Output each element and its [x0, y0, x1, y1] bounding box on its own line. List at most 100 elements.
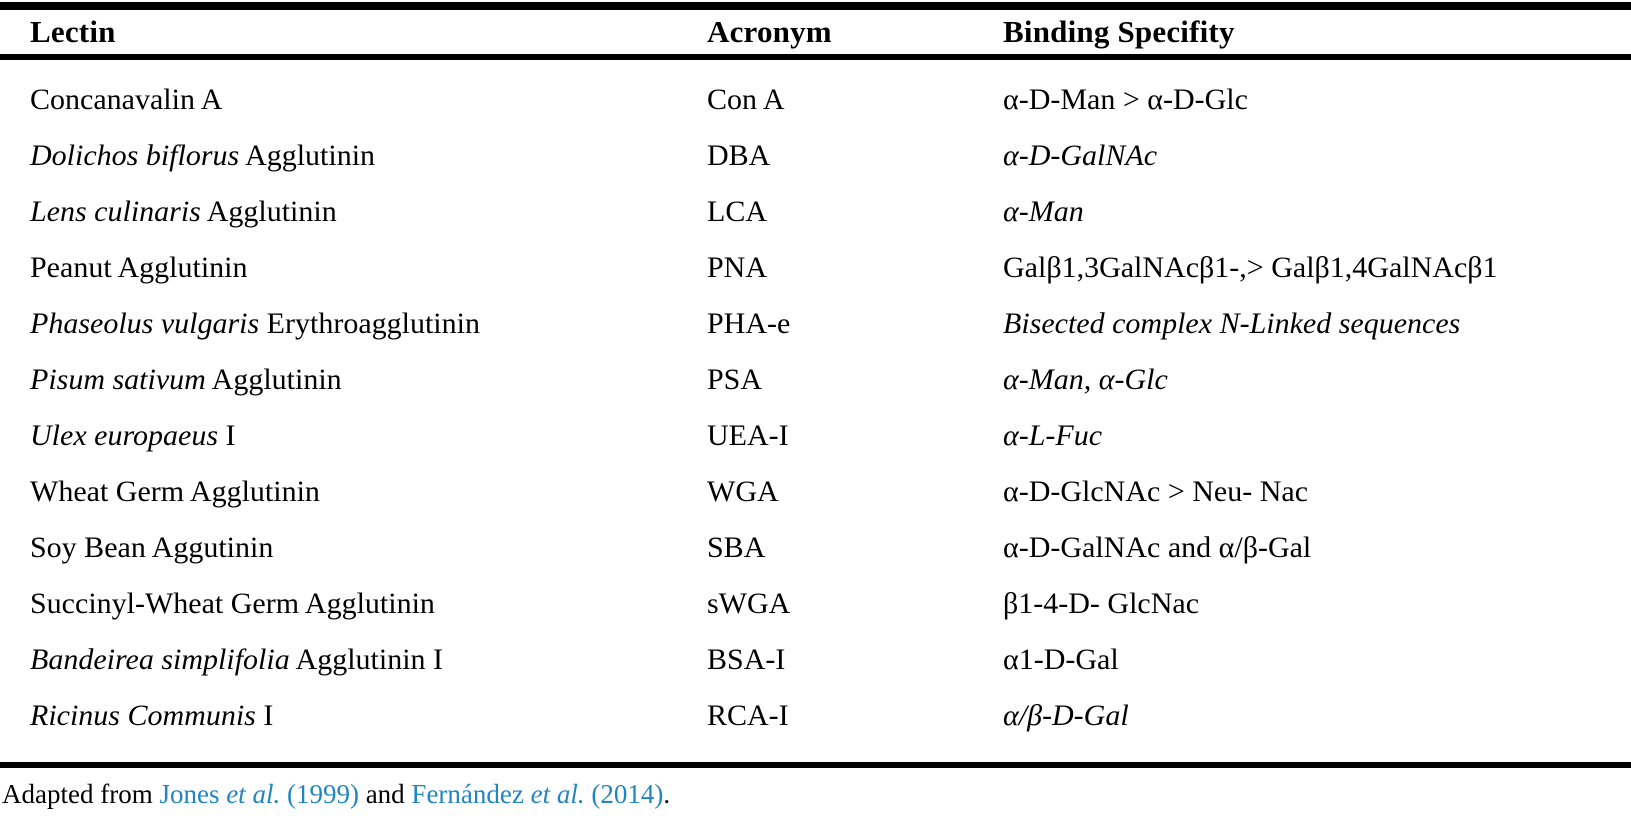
lectin-cell: Ricinus Communis I	[0, 699, 707, 733]
table-row: Dolichos biflorus Agglutinin DBA α-D-GalNA…	[0, 128, 1631, 184]
lectin-name-italic: Dolichos biflorus	[30, 139, 240, 172]
binding-specificity-cell: α/β-D-Gal	[1003, 699, 1631, 733]
table-row: Bandeirea simplifolia Agglutinin I BSA-I α…	[0, 632, 1631, 688]
header-acronym: Acronym	[707, 14, 832, 49]
table-row: Phaseolus vulgaris Erythroagglutinin PHA-…	[0, 296, 1631, 352]
table-row: Lens culinaris Agglutinin LCA α-Man	[0, 184, 1631, 240]
binding-specificity-roman: β1-4-D- GlcNac	[1003, 587, 1200, 620]
lectin-cell: Wheat Germ Agglutinin	[0, 475, 707, 509]
table-header-rule	[0, 54, 1631, 60]
acronym-cell: DBA	[707, 139, 771, 172]
lectin-name-roman: Agglutinin	[200, 195, 337, 228]
binding-specificity-cell: β1-4-D- GlcNac	[1003, 587, 1631, 621]
acronym-cell: WGA	[707, 475, 779, 508]
lectin-name-roman: Soy Bean Aggutinin	[30, 531, 274, 564]
binding-specificity-roman: Galβ1,3GalNAcβ1-,> Galβ1,4GalNAcβ1	[1003, 251, 1498, 284]
binding-specificity-roman: α-D-GalNAc and α/β-Gal	[1003, 531, 1312, 564]
acronym-cell: LCA	[707, 195, 767, 228]
acronym-cell: BSA-I	[707, 643, 786, 676]
lectin-name-italic: Bandeirea simplifolia	[30, 643, 290, 676]
citation-author: Fernández	[411, 779, 531, 809]
lectin-cell: Peanut Agglutinin	[0, 251, 707, 285]
table-row: Ricinus Communis I RCA-I α/β-D-Gal	[0, 688, 1631, 744]
lectin-cell: Concanavalin A	[0, 83, 707, 117]
lectin-name-italic: Lens culinaris	[30, 195, 201, 228]
acronym-cell: PSA	[707, 363, 763, 396]
binding-specificity-italic: Bisected complex N-Linked sequences	[1003, 307, 1461, 340]
acronym-cell: Con A	[707, 83, 785, 116]
citation-etal: et al.	[530, 779, 585, 809]
lectin-name-roman: Concanavalin A	[30, 83, 223, 116]
citation-year: (2014)	[584, 779, 664, 809]
binding-specificity-italic: α-L-Fuc	[1003, 419, 1103, 452]
binding-specificity-roman: α-D-GlcNAc > Neu- Nac	[1003, 475, 1309, 508]
binding-specificity-italic: α-Man, α-Glc	[1003, 363, 1168, 396]
table-header-row: Lectin Acronym Binding Specifity	[0, 10, 1631, 54]
table-row: Pisum sativum Agglutinin PSA α-Man, α-Glc	[0, 352, 1631, 408]
table-row: Peanut Agglutinin PNA Galβ1,3GalNAcβ1-,> G…	[0, 240, 1631, 296]
table-bottom-rule	[0, 762, 1631, 768]
lectin-name-roman: Erythroagglutinin	[259, 307, 480, 340]
header-lectin: Lectin	[30, 14, 116, 49]
table-top-rule	[0, 2, 1631, 10]
table-row: Wheat Germ Agglutinin WGA α-D-GlcNAc > Neu…	[0, 464, 1631, 520]
binding-specificity-cell: α-D-GalNAc and α/β-Gal	[1003, 531, 1631, 565]
table-row: Ulex europaeus I UEA-I α-L-Fuc	[0, 408, 1631, 464]
lectin-name-roman: I	[218, 419, 236, 452]
lectin-name-roman: Agglutinin	[239, 139, 376, 172]
citation-author: Jones	[159, 779, 227, 809]
table-row: Soy Bean Aggutinin SBA α-D-GalNAc and α/β-…	[0, 520, 1631, 576]
lectin-name-roman: Peanut Agglutinin	[30, 251, 248, 284]
lectin-cell: Phaseolus vulgaris Erythroagglutinin	[0, 307, 707, 341]
lectin-cell: Soy Bean Aggutinin	[0, 531, 707, 565]
binding-specificity-cell: α-Man, α-Glc	[1003, 363, 1631, 397]
lectin-name-roman: Agglutinin	[205, 363, 342, 396]
table-row: Succinyl-Wheat Germ Agglutinin sWGA β1-4-D…	[0, 576, 1631, 632]
lectin-cell: Lens culinaris Agglutinin	[0, 195, 707, 229]
acronym-cell: UEA-I	[707, 419, 789, 452]
binding-specificity-cell: α-D-GlcNAc > Neu- Nac	[1003, 475, 1631, 509]
table-footnote: Adapted from Jones et al. (1999) and Fer…	[0, 768, 1631, 810]
binding-specificity-italic: α-D-GalNAc	[1003, 139, 1158, 172]
binding-specificity-roman: α1-D-Gal	[1003, 643, 1119, 676]
table-row: Concanavalin A Con A α-D-Man > α-D-Glc	[0, 72, 1631, 128]
footnote-suffix: .	[663, 779, 671, 809]
lectin-name-italic: Phaseolus vulgaris	[30, 307, 260, 340]
lectin-name-roman: Succinyl-Wheat Germ Agglutinin	[30, 587, 435, 620]
binding-specificity-cell: Galβ1,3GalNAcβ1-,> Galβ1,4GalNAcβ1	[1003, 251, 1631, 285]
acronym-cell: sWGA	[707, 587, 791, 620]
binding-specificity-italic: α/β-D-Gal	[1003, 699, 1129, 732]
acronym-cell: PNA	[707, 251, 768, 284]
binding-specificity-italic: α-Man	[1003, 195, 1084, 228]
binding-specificity-cell: Bisected complex N-Linked sequences	[1003, 307, 1631, 341]
citation-link-jones-1999[interactable]: Jones et al. (1999)	[159, 779, 358, 809]
acronym-cell: PHA-e	[707, 307, 791, 340]
lectin-cell: Succinyl-Wheat Germ Agglutinin	[0, 587, 707, 621]
citation-etal: et al.	[226, 779, 281, 809]
lectin-name-roman: Agglutinin I	[289, 643, 444, 676]
acronym-cell: SBA	[707, 531, 766, 564]
header-binding-specificity: Binding Specifity	[1003, 14, 1235, 49]
binding-specificity-cell: α1-D-Gal	[1003, 643, 1631, 677]
lectin-name-roman: Wheat Germ Agglutinin	[30, 475, 320, 508]
binding-specificity-cell: α-D-Man > α-D-Glc	[1003, 83, 1631, 117]
lectin-cell: Bandeirea simplifolia Agglutinin I	[0, 643, 707, 677]
lectin-name-italic: Ulex europaeus	[30, 419, 218, 452]
lectin-cell: Dolichos biflorus Agglutinin	[0, 139, 707, 173]
citation-link-fernandez-2014[interactable]: Fernández et al. (2014)	[411, 779, 663, 809]
lectin-name-italic: Pisum sativum	[30, 363, 206, 396]
binding-specificity-roman: α-D-Man > α-D-Glc	[1003, 83, 1248, 116]
binding-specificity-cell: α-Man	[1003, 195, 1631, 229]
table-body: Concanavalin A Con A α-D-Man > α-D-Glc Doli…	[0, 60, 1631, 762]
lectin-name-roman: I	[255, 699, 274, 732]
lectin-cell: Ulex europaeus I	[0, 419, 707, 453]
footnote-prefix: Adapted from	[2, 779, 160, 809]
binding-specificity-cell: α-D-GalNAc	[1003, 139, 1631, 173]
binding-specificity-cell: α-L-Fuc	[1003, 419, 1631, 453]
citation-year: (1999)	[280, 779, 359, 809]
lectin-name-italic: Ricinus Communis	[30, 699, 256, 732]
lectin-cell: Pisum sativum Agglutinin	[0, 363, 707, 397]
acronym-cell: RCA-I	[707, 699, 789, 732]
footnote-conjunction: and	[358, 779, 412, 809]
